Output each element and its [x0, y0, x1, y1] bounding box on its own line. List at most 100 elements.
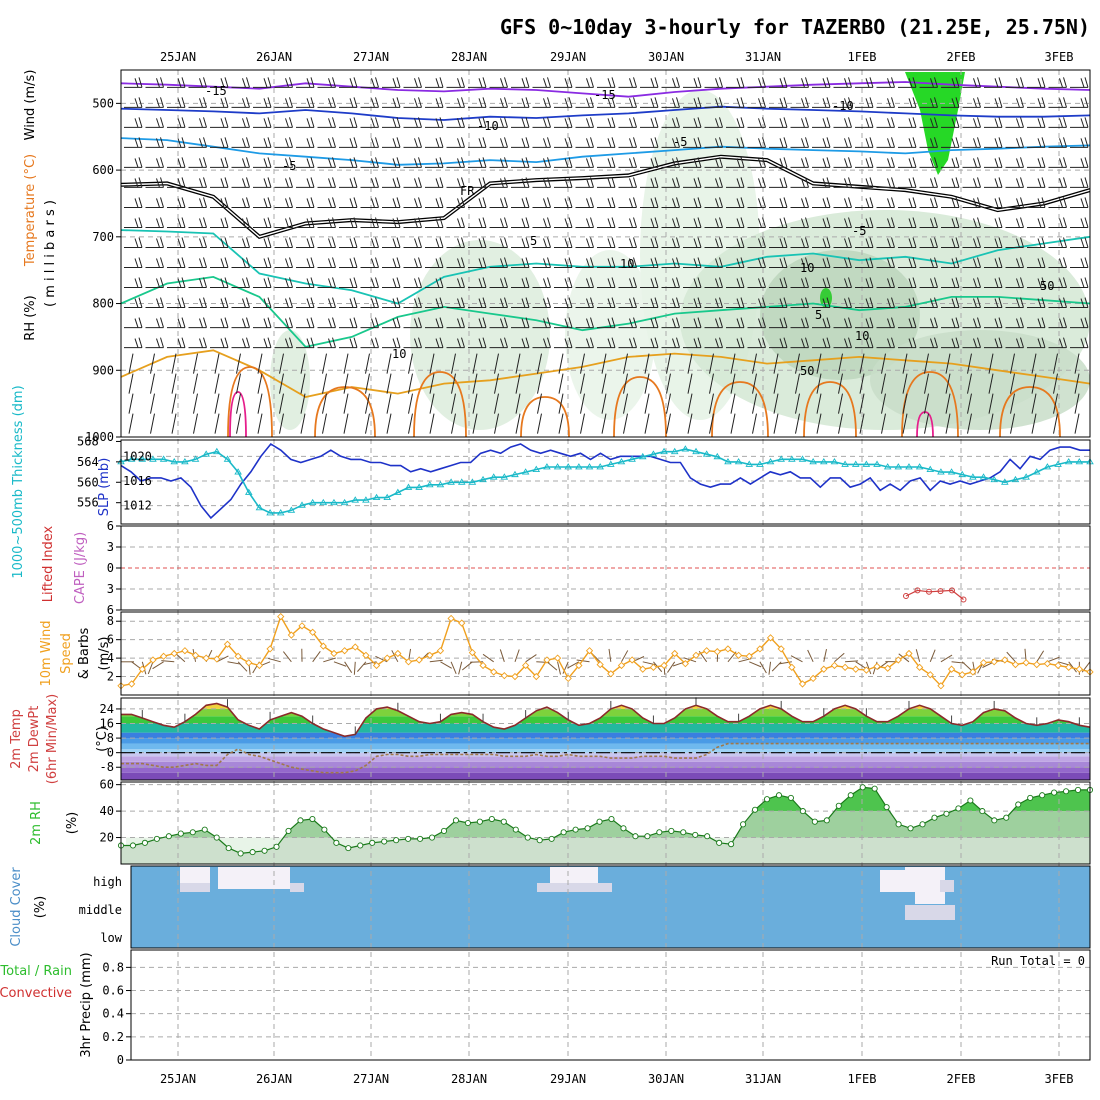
wind-barb [644, 373, 650, 394]
thickness-marker [1064, 457, 1073, 465]
contour-label: -10 [477, 119, 499, 133]
wind-barb [984, 77, 1003, 88]
wind-barb [339, 237, 358, 248]
wind-barb [511, 97, 530, 108]
wind-barb [145, 217, 164, 228]
wind-barb [683, 217, 702, 228]
contour-label: -5 [673, 135, 687, 149]
wind-barb [833, 157, 852, 168]
wind-barb [274, 337, 293, 349]
wind-barb [554, 97, 573, 108]
thickness-marker [255, 503, 264, 511]
y-tick-label-precip: 0.6 [102, 984, 124, 998]
wind-barb [468, 317, 487, 329]
wind-barb [1070, 177, 1089, 188]
wind-barb [683, 297, 702, 309]
contour-label: 5 [815, 308, 822, 322]
surface-wind-barb [344, 661, 353, 673]
wind-barb [296, 117, 315, 128]
wind-barb [1031, 393, 1037, 414]
date-label-bottom: 28JAN [451, 1072, 487, 1086]
thickness-marker [894, 463, 903, 470]
wind-speed-marker [447, 614, 455, 623]
date-label-bottom: 29JAN [550, 1072, 586, 1086]
warm-contour [229, 391, 247, 438]
thickness-marker [798, 455, 807, 462]
thickness-marker [202, 450, 210, 457]
surface-wind-barb [152, 661, 164, 670]
wind-barb [403, 177, 422, 188]
thickness-marker [937, 468, 945, 475]
wind-barb [274, 137, 293, 148]
rh-marker [943, 810, 950, 817]
rh-marker [129, 842, 137, 849]
wind-barb [124, 217, 143, 228]
wind-barb [210, 117, 229, 128]
wind-barb [253, 297, 272, 309]
wind-barb [296, 237, 315, 248]
wind-speed-marker [798, 680, 807, 688]
wind-barb [554, 197, 573, 208]
thickness-marker [681, 445, 690, 452]
wind-barb [898, 277, 917, 289]
wind-barb [962, 77, 981, 88]
y-tick-label-temp: 0 [107, 746, 114, 760]
y-axis-label-temp: 2m Temp [9, 709, 24, 769]
wind-barb [790, 137, 809, 148]
wind-barb [1005, 337, 1024, 349]
wind-barb [618, 257, 637, 269]
wind-barb [231, 137, 250, 148]
wind-barb [150, 413, 155, 434]
wind-barb [962, 137, 981, 148]
rh-marker [596, 818, 603, 825]
wind-speed-marker [394, 649, 402, 658]
wind-barb [425, 97, 444, 108]
wind-barb [984, 137, 1003, 148]
wind-speed-marker [628, 656, 636, 664]
thickness-marker [628, 455, 636, 462]
wind-barb [1005, 237, 1024, 248]
wind-barb [790, 117, 809, 128]
wind-barb [941, 77, 960, 88]
rh-marker [261, 847, 268, 854]
wind-barb [494, 373, 499, 394]
thickness-marker [394, 488, 402, 495]
wind-speed-marker [1011, 660, 1020, 669]
wind-speed-marker [639, 665, 647, 673]
wind-speed-marker [777, 645, 785, 653]
rh-marker [512, 826, 519, 833]
wind-barb [489, 177, 508, 188]
contour-label: 5 [530, 234, 537, 248]
wind-barb [1070, 217, 1089, 228]
surface-wind-barb [790, 655, 803, 663]
wind-barb [597, 137, 616, 148]
wind-barb [859, 353, 865, 374]
surface-wind-barb [667, 661, 676, 673]
wind-speed-marker [255, 661, 264, 670]
wind-barb [253, 137, 272, 148]
wind-barb [253, 197, 272, 208]
wind-barb [769, 177, 788, 188]
wind-barb [984, 297, 1003, 309]
wind-barb [597, 157, 616, 168]
y-tick-label-rh: 60 [100, 778, 114, 792]
wind-barb [902, 373, 908, 394]
surface-wind-barb [1006, 651, 1016, 663]
wind-speed-marker [894, 656, 902, 664]
wind-speed-marker [671, 649, 679, 658]
rh-marker [1074, 786, 1082, 793]
surface-wind-barb [363, 661, 377, 665]
wind-barb [1048, 77, 1067, 88]
wind-barb [769, 117, 788, 128]
wind-speed-marker [490, 668, 498, 676]
wind-speed-marker [766, 634, 775, 642]
wind-barb [451, 353, 456, 374]
rh-marker [405, 835, 412, 842]
surface-wind-barb [608, 648, 612, 662]
wind-barb [855, 277, 874, 289]
wind-barb [941, 217, 960, 228]
surface-wind-barb [915, 649, 921, 662]
wind-barb [236, 373, 241, 394]
wind-barb [408, 393, 413, 414]
wind-barb [425, 197, 444, 208]
